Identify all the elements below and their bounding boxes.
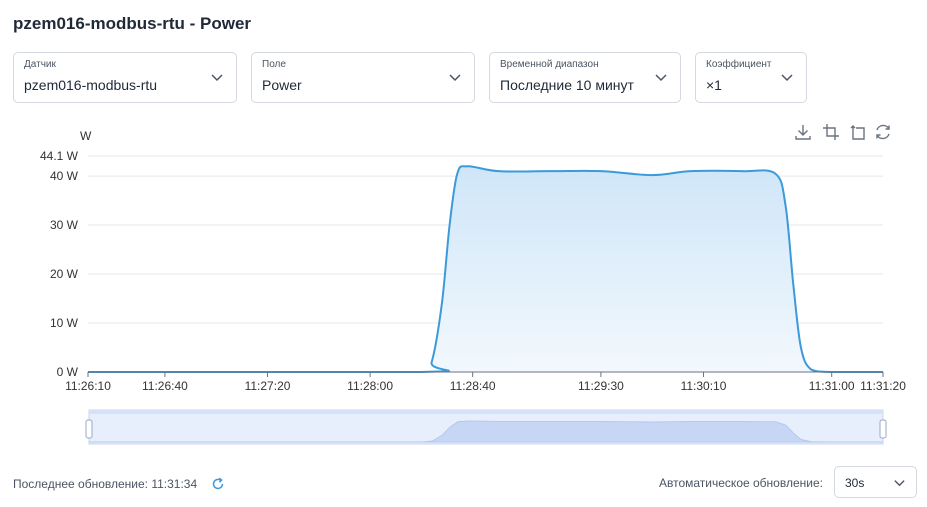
y-tick-label: 44.1 W — [40, 149, 79, 163]
y-tick-label: 30 W — [50, 218, 79, 232]
chevron-down-icon — [894, 480, 905, 487]
auto-update-value: 30s — [845, 476, 865, 490]
restore-icon[interactable] — [874, 123, 892, 141]
last-update-text: Последнее обновление: 11:31:34 — [13, 477, 198, 491]
x-tick-label: 11:30:10 — [681, 379, 727, 393]
x-tick-label: 11:28:00 — [347, 379, 393, 393]
zoom-slider-bar — [89, 410, 883, 414]
zoom-select-icon[interactable] — [822, 123, 840, 141]
auto-update-label: Автоматическое обновление: — [659, 476, 823, 490]
x-tick-label: 11:26:10 — [65, 379, 111, 393]
auto-update-select[interactable]: 30s — [834, 466, 917, 498]
y-tick-label: 40 W — [50, 169, 79, 183]
series-line — [88, 165, 883, 374]
x-tick-label: 11:28:40 — [450, 379, 496, 393]
x-tick-label: 11:26:40 — [142, 379, 188, 393]
series-area-fill — [88, 166, 883, 372]
y-axis-unit-label: W — [80, 129, 92, 143]
y-tick-label: 20 W — [50, 267, 79, 281]
coefficient-select[interactable]: Коэффициент ×1 — [695, 52, 807, 103]
sensor-select-value: pzem016-modbus-rtu — [24, 77, 158, 93]
field-select[interactable]: Поле Power — [251, 52, 475, 103]
x-tick-label: 11:31:00 — [809, 379, 855, 393]
time-range-select[interactable]: Временной диапазон Последние 10 минут — [489, 52, 681, 103]
chevron-down-icon — [211, 74, 223, 82]
coefficient-select-label: Коэффициент — [706, 59, 772, 70]
y-tick-label: 0 W — [57, 365, 79, 379]
zoom-slider-preview — [89, 420, 883, 443]
chevron-down-icon — [655, 74, 667, 82]
zoom-handle-left[interactable] — [85, 419, 93, 439]
field-select-value: Power — [262, 77, 302, 93]
sensor-select-label: Датчик — [24, 59, 56, 70]
y-tick-label: 10 W — [50, 316, 79, 330]
time-range-select-value: Последние 10 минут — [500, 77, 634, 93]
refresh-icon[interactable] — [211, 477, 225, 491]
x-tick-label: 11:29:30 — [578, 379, 624, 393]
download-icon[interactable] — [794, 123, 812, 141]
coefficient-select-value: ×1 — [706, 77, 722, 93]
zoom-handle-right[interactable] — [879, 419, 887, 439]
x-tick-label: 11:31:20 — [860, 379, 906, 393]
last-update: Последнее обновление: 11:31:34 — [13, 477, 225, 491]
chevron-down-icon — [449, 74, 461, 82]
x-tick-label: 11:27:20 — [245, 379, 291, 393]
power-chart[interactable]: W 0 W 10 W 20 W 30 W 40 W 44.1 W 11:26:10 11:26:… — [0, 120, 927, 455]
chevron-down-icon — [781, 74, 793, 82]
sensor-select[interactable]: Датчик pzem016-modbus-rtu — [13, 52, 237, 103]
field-select-label: Поле — [262, 59, 286, 70]
page-title: pzem016-modbus-rtu - Power — [13, 14, 252, 33]
zoom-reset-icon[interactable] — [848, 123, 866, 141]
time-range-select-label: Временной диапазон — [500, 59, 599, 70]
